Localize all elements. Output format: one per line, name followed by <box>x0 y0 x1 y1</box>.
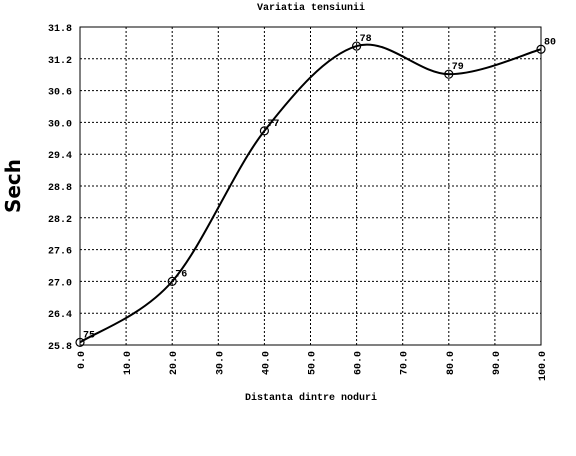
x-axis-label: Distanta dintre noduri <box>245 392 377 404</box>
x-tick-label: 70.0 <box>400 351 411 375</box>
y-axis-label: Sech <box>1 159 25 213</box>
x-tick-label: 100.0 <box>538 351 549 381</box>
point-label: 79 <box>452 62 464 73</box>
plot-frame <box>79 26 542 346</box>
y-tick-label: 27.0 <box>48 278 72 289</box>
x-tick-label: 60.0 <box>354 351 365 375</box>
y-tick-label: 30.0 <box>48 119 72 130</box>
point-label: 80 <box>544 37 556 48</box>
x-tick-label: 30.0 <box>215 351 226 375</box>
line <box>79 43 542 344</box>
y-tick-label: 28.2 <box>48 215 72 226</box>
y-tick-label: 31.2 <box>48 56 72 67</box>
y-tick-label: 30.6 <box>48 88 72 99</box>
point-label: 75 <box>83 330 95 341</box>
point <box>536 44 546 54</box>
point <box>75 337 85 347</box>
x-tick-label: 80.0 <box>446 351 457 375</box>
y-tick-label: 29.4 <box>48 151 72 162</box>
point-label: 78 <box>360 34 372 45</box>
x-tick-label: 10.0 <box>123 351 134 375</box>
point <box>444 69 454 79</box>
chart-title: Variatia tensiunii <box>257 2 365 14</box>
y-tick-label: 28.8 <box>48 183 72 194</box>
point <box>259 126 269 136</box>
x-tick-label: 0.0 <box>77 351 88 369</box>
y-tick-label: 27.6 <box>48 247 72 258</box>
y-tick-label: 31.8 <box>48 24 72 35</box>
y-tick-label: 26.4 <box>48 310 72 321</box>
y-tick-label: 25.8 <box>48 342 72 353</box>
point-label: 77 <box>267 119 279 130</box>
x-tick-label: 50.0 <box>308 351 319 375</box>
x-tick-label: 90.0 <box>492 351 503 375</box>
x-tick-label: 20.0 <box>169 351 180 375</box>
x-tick-label: 40.0 <box>261 351 272 375</box>
point <box>352 41 362 51</box>
point <box>167 276 177 286</box>
point-label: 76 <box>175 269 187 280</box>
